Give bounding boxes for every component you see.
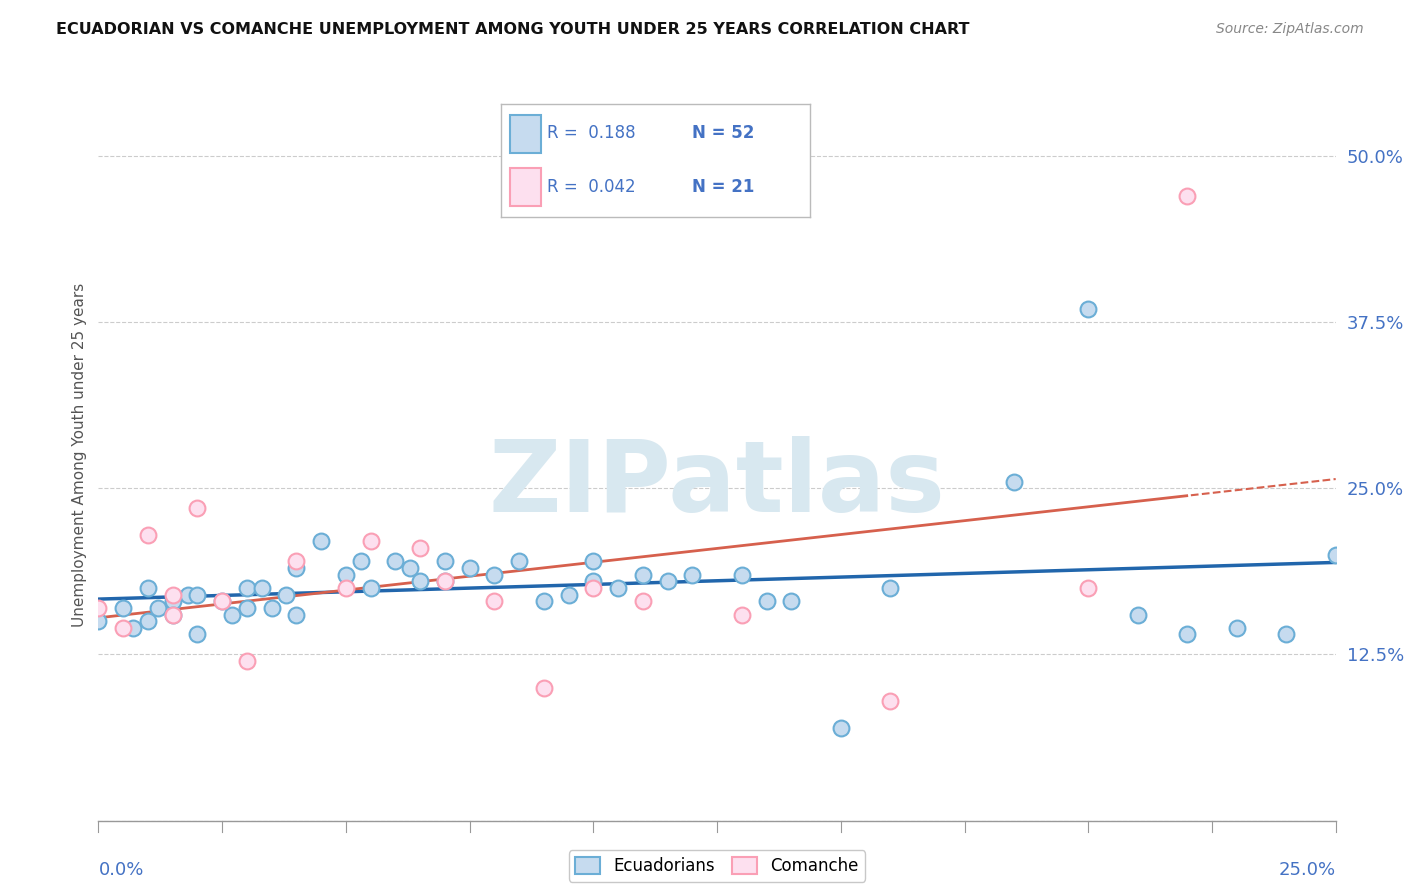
Point bbox=[1002, 475, 1025, 489]
Point bbox=[87, 614, 110, 628]
Point bbox=[879, 581, 901, 595]
Point bbox=[1226, 621, 1249, 635]
Point bbox=[582, 554, 605, 568]
Text: ECUADORIAN VS COMANCHE UNEMPLOYMENT AMONG YOUTH UNDER 25 YEARS CORRELATION CHART: ECUADORIAN VS COMANCHE UNEMPLOYMENT AMON… bbox=[56, 22, 970, 37]
Point bbox=[582, 574, 605, 589]
Point bbox=[681, 567, 703, 582]
Point bbox=[879, 694, 901, 708]
Point bbox=[433, 554, 456, 568]
Point bbox=[484, 567, 506, 582]
Point bbox=[162, 607, 184, 622]
Point bbox=[162, 607, 184, 622]
Point bbox=[122, 621, 145, 635]
Point bbox=[136, 581, 159, 595]
Point bbox=[350, 554, 373, 568]
Point bbox=[582, 581, 605, 595]
Point bbox=[533, 681, 555, 695]
Point bbox=[87, 600, 110, 615]
Point bbox=[657, 574, 679, 589]
Point bbox=[433, 574, 456, 589]
Point bbox=[755, 594, 778, 608]
Point bbox=[631, 567, 654, 582]
Point bbox=[285, 554, 308, 568]
Point bbox=[433, 574, 456, 589]
Point bbox=[162, 588, 184, 602]
Point bbox=[285, 607, 308, 622]
Legend: Ecuadorians, Comanche: Ecuadorians, Comanche bbox=[568, 850, 866, 882]
Point bbox=[285, 561, 308, 575]
Text: ZIPatlas: ZIPatlas bbox=[489, 435, 945, 533]
Point bbox=[1077, 301, 1099, 316]
Point bbox=[186, 501, 208, 516]
Text: Source: ZipAtlas.com: Source: ZipAtlas.com bbox=[1216, 22, 1364, 37]
Point bbox=[360, 581, 382, 595]
Point bbox=[112, 600, 135, 615]
Point bbox=[384, 554, 406, 568]
Point bbox=[211, 594, 233, 608]
Point bbox=[607, 581, 630, 595]
Point bbox=[360, 534, 382, 549]
Point bbox=[631, 594, 654, 608]
Point bbox=[731, 607, 754, 622]
Point bbox=[136, 614, 159, 628]
Point bbox=[508, 554, 530, 568]
Point bbox=[409, 541, 432, 555]
Point bbox=[221, 607, 243, 622]
Point bbox=[211, 594, 233, 608]
Point bbox=[1126, 607, 1149, 622]
Point bbox=[162, 594, 184, 608]
Point bbox=[484, 594, 506, 608]
Point bbox=[186, 627, 208, 641]
Text: 25.0%: 25.0% bbox=[1278, 861, 1336, 879]
Point bbox=[260, 600, 283, 615]
Point bbox=[335, 567, 357, 582]
Point bbox=[1077, 581, 1099, 595]
Point bbox=[557, 588, 579, 602]
Point bbox=[186, 588, 208, 602]
Point bbox=[1275, 627, 1298, 641]
Point bbox=[830, 721, 852, 735]
Point bbox=[236, 600, 259, 615]
Point bbox=[250, 581, 273, 595]
Point bbox=[731, 567, 754, 582]
Y-axis label: Unemployment Among Youth under 25 years: Unemployment Among Youth under 25 years bbox=[72, 283, 87, 627]
Point bbox=[236, 581, 259, 595]
Point bbox=[335, 581, 357, 595]
Point bbox=[533, 594, 555, 608]
Point bbox=[309, 534, 332, 549]
Point bbox=[176, 588, 198, 602]
Point bbox=[409, 574, 432, 589]
Point bbox=[276, 588, 298, 602]
Point bbox=[1175, 627, 1198, 641]
Point bbox=[146, 600, 169, 615]
Point bbox=[136, 527, 159, 541]
Text: 0.0%: 0.0% bbox=[98, 861, 143, 879]
Point bbox=[112, 621, 135, 635]
Point bbox=[236, 654, 259, 668]
Point bbox=[1175, 188, 1198, 202]
Point bbox=[399, 561, 422, 575]
Point bbox=[780, 594, 803, 608]
Point bbox=[458, 561, 481, 575]
Point bbox=[1324, 548, 1347, 562]
